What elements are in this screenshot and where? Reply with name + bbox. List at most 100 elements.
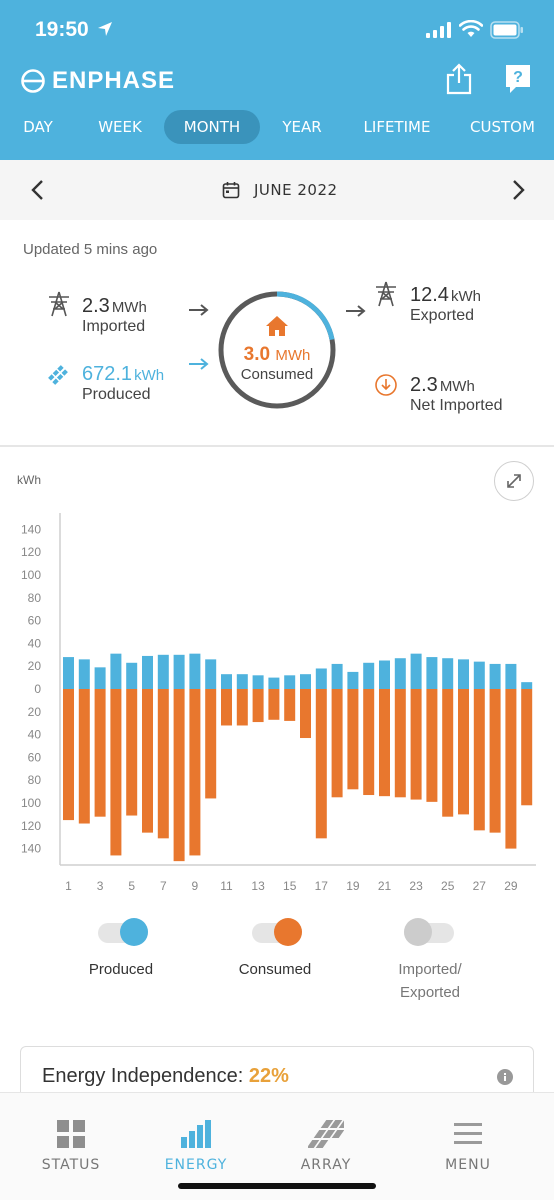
consumption-ring [218, 291, 336, 409]
consumed-legend-label: Consumed [238, 961, 312, 978]
nav-menu[interactable]: MENU [418, 1119, 518, 1173]
menu-hamburger-icon [454, 1123, 482, 1144]
help-icon[interactable]: ? [503, 63, 533, 95]
consumed-bar [489, 689, 501, 833]
produced-bar [252, 675, 264, 689]
produced-bar [521, 682, 533, 689]
calendar-icon [222, 182, 240, 199]
y-tick-label: 140 [21, 522, 41, 536]
produced-stat: 672.1 kWh Produced [82, 363, 164, 404]
produced-bar [284, 675, 296, 689]
produced-bar [426, 657, 438, 689]
card-title: Energy Independence: 22% [42, 1065, 289, 1088]
updated-text: Updated 5 mins ago [23, 241, 158, 258]
consumed-bar [78, 689, 90, 824]
produced-bar [268, 677, 280, 689]
arrow-right-icon [189, 358, 209, 370]
produced-toggle[interactable] [98, 918, 148, 946]
home-indicator [178, 1183, 376, 1189]
consumed-bar [236, 689, 248, 726]
chevron-right-icon[interactable] [508, 178, 528, 202]
x-tick-label: 9 [192, 879, 199, 893]
net-imported-value: 2.3 [410, 374, 438, 396]
net-imported-unit: MWh [439, 378, 475, 395]
expand-chart-button[interactable] [494, 461, 534, 501]
net-imported-stat: 2.3 MWh Net Imported [410, 374, 502, 415]
produced-bar [442, 658, 454, 689]
date-picker[interactable]: JUNE 2022 [222, 178, 338, 202]
consumed-bar [331, 689, 343, 798]
imported-unit: MWh [111, 299, 147, 316]
arrow-right-icon [346, 305, 366, 317]
date-navigator: JUNE 2022 [0, 160, 554, 220]
nav-array-label: ARRAY [300, 1157, 352, 1173]
exported-label: Exported [410, 307, 475, 324]
nav-status[interactable]: STATUS [21, 1119, 121, 1173]
consumed-bar [63, 689, 74, 821]
period-tabs: DAY WEEK MONTH YEAR LIFETIME CUSTOM [0, 110, 554, 144]
produced-bar [363, 662, 375, 689]
cellular-signal-icon [426, 22, 451, 38]
info-icon[interactable] [497, 1069, 513, 1085]
produced-bar [189, 653, 201, 689]
net-imported-label: Net Imported [410, 397, 503, 414]
consumed-bar [94, 689, 106, 817]
produced-bar [458, 659, 469, 689]
y-tick-label: 140 [21, 842, 41, 856]
exported-legend-label: Exported [399, 984, 461, 1001]
x-tick-label: 7 [160, 879, 167, 893]
x-tick-label: 15 [283, 879, 297, 893]
consumed-bar [221, 689, 232, 726]
arrow-right-icon [189, 304, 209, 316]
share-icon[interactable] [444, 63, 474, 95]
consumed-bar [410, 689, 422, 800]
y-tick-label: 120 [21, 819, 41, 833]
produced-bar [78, 659, 90, 689]
consumed-toggle[interactable] [252, 918, 302, 946]
grid-tower-icon [376, 281, 396, 307]
brand-logo: ENPHASE [20, 64, 175, 98]
tab-day[interactable]: DAY [23, 118, 53, 136]
app-header: 19:50 ENPHASE ? [0, 0, 554, 160]
toggle-knob [274, 918, 302, 946]
tab-custom[interactable]: CUSTOM [470, 118, 535, 136]
consumed-bar [394, 689, 406, 798]
energy-bars-icon [181, 1120, 211, 1148]
consumed-bar [458, 689, 469, 815]
date-label: JUNE 2022 [254, 181, 338, 199]
consumed-bar [142, 689, 153, 833]
y-tick-label: 60 [28, 750, 42, 764]
x-tick-label: 23 [409, 879, 423, 893]
tab-week[interactable]: WEEK [98, 118, 142, 136]
produced-bar [142, 655, 153, 689]
x-tick-label: 11 [220, 879, 233, 893]
wifi-icon [459, 20, 483, 37]
y-tick-label: 100 [21, 796, 41, 810]
imported-exported-toggle[interactable] [404, 918, 454, 946]
consumed-bar [300, 689, 311, 739]
produced-bar [94, 667, 106, 689]
produced-bar [221, 674, 232, 689]
consumed-bar [252, 689, 264, 723]
consumed-bar [157, 689, 169, 839]
produced-bar [410, 653, 422, 689]
chevron-left-icon[interactable] [28, 178, 48, 202]
consumed-bar [205, 689, 217, 799]
nav-array[interactable]: ARRAY [276, 1119, 376, 1173]
consumed-value: 3.0 [243, 344, 271, 365]
exported-value: 12.4 [410, 284, 449, 306]
card-value: 22% [248, 1065, 289, 1087]
download-circle-icon [375, 374, 397, 396]
nav-energy[interactable]: ENERGY [146, 1119, 246, 1173]
tab-year[interactable]: YEAR [282, 118, 322, 136]
chart-unit-label: kWh [17, 473, 41, 487]
nav-energy-label: ENERGY [164, 1157, 228, 1173]
battery-icon [490, 21, 523, 39]
consumed-bar [173, 689, 185, 862]
produced-bar [473, 661, 485, 689]
status-time: 19:50 [35, 18, 89, 41]
imported-value: 2.3 [82, 295, 110, 317]
consumed-label: Consumed [240, 366, 314, 383]
tab-lifetime[interactable]: LIFETIME [363, 118, 431, 136]
tab-month[interactable]: MONTH [164, 110, 260, 144]
